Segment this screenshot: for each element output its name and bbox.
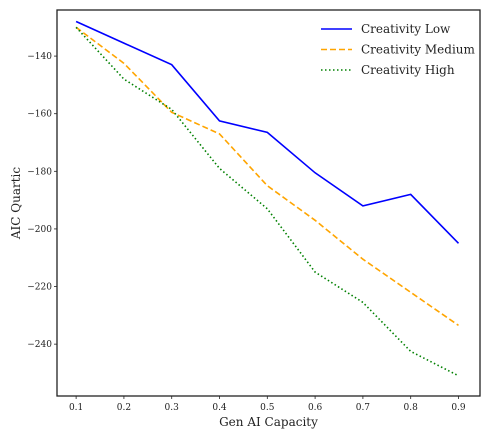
y-tick-label: −180 xyxy=(27,167,52,177)
y-tick-label: −240 xyxy=(27,340,52,350)
x-tick-label: 0.8 xyxy=(404,403,419,413)
x-tick-label: 0.9 xyxy=(451,403,466,413)
series-line-0 xyxy=(75,20,460,244)
x-tick-label: 0.4 xyxy=(212,403,227,413)
y-tick-label: −200 xyxy=(27,225,52,235)
series-line-2 xyxy=(75,26,459,377)
y-tick-label: −220 xyxy=(27,283,52,293)
y-tick-label: −160 xyxy=(27,110,52,120)
x-tick-label: 0.3 xyxy=(165,403,180,413)
y-tick-label: −140 xyxy=(27,52,52,62)
y-axis-ticks: −140 −160 −180 −200 −220 −240 xyxy=(27,52,57,350)
legend-label-0: Creativity Low xyxy=(361,22,451,36)
legend: Creativity Low Creativity Medium Creativit… xyxy=(321,22,476,77)
x-tick-label: 0.1 xyxy=(69,403,83,413)
series-lines xyxy=(75,20,460,377)
x-axis-label: Gen AI Capacity xyxy=(219,415,318,429)
legend-label-1: Creativity Medium xyxy=(361,43,476,57)
plot-frame xyxy=(56,9,481,397)
x-tick-label: 0.7 xyxy=(356,403,371,413)
series-line-1 xyxy=(75,26,459,327)
x-axis-ticks: 0.1 0.2 0.3 0.4 0.5 0.6 0.7 0.8 0.9 xyxy=(69,396,466,413)
y-axis-label: AIC Quartic xyxy=(9,167,23,241)
x-tick-label: 0.6 xyxy=(308,403,323,413)
x-tick-label: 0.2 xyxy=(117,403,131,413)
x-tick-label: 0.5 xyxy=(260,403,275,413)
legend-label-2: Creativity High xyxy=(361,63,455,77)
